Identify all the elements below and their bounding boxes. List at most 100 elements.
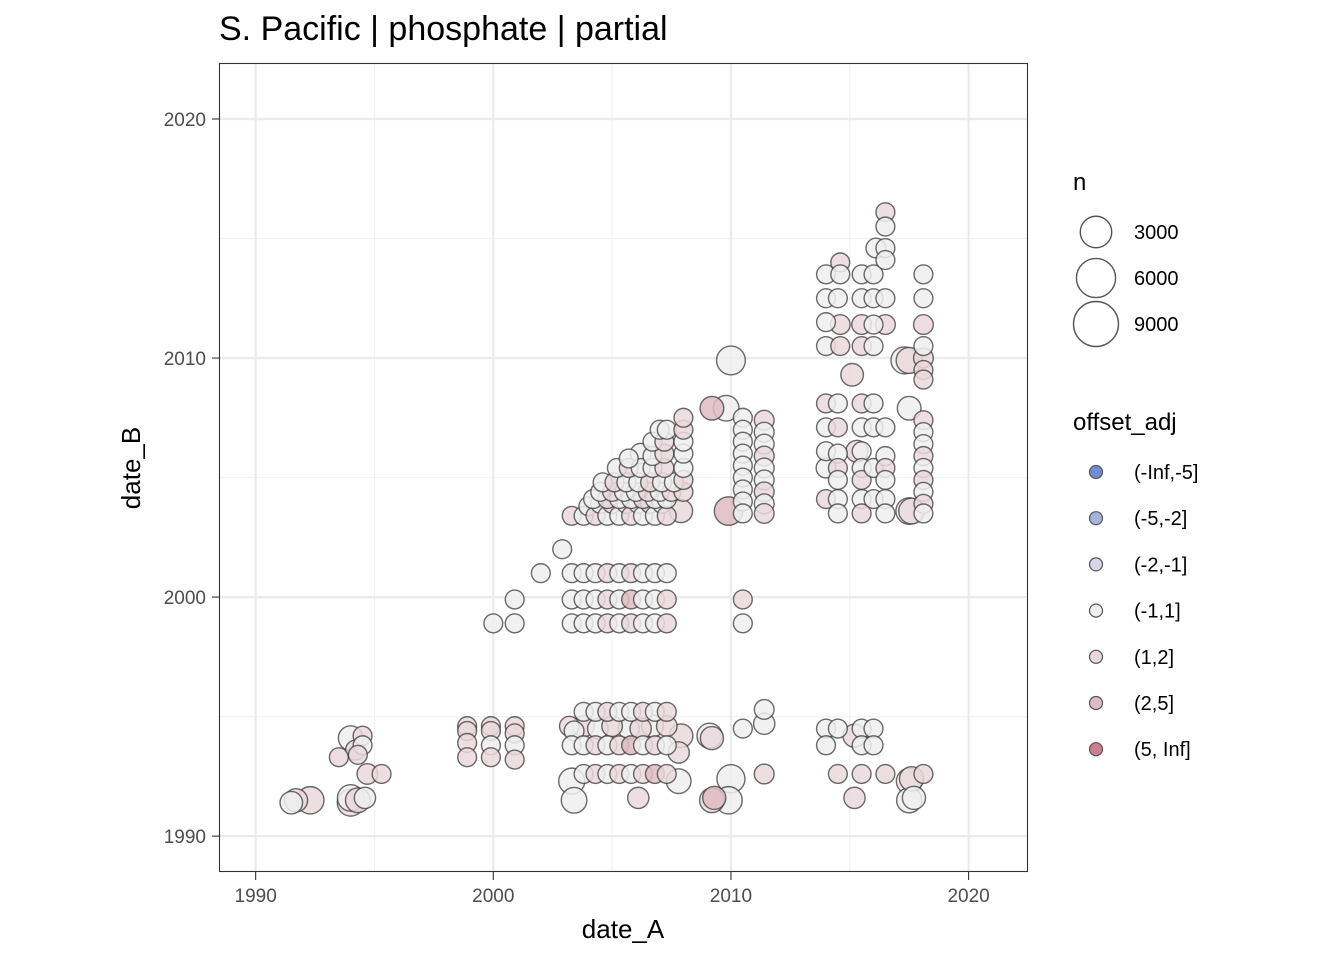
color-legend-label: (5, Inf] (1134, 739, 1191, 761)
plot-panel-border (218, 62, 1029, 873)
color-legend-label: (-1,1] (1134, 601, 1181, 623)
color-legend-key (1088, 742, 1104, 757)
scatter-point (699, 725, 725, 751)
scatter-point (913, 335, 934, 357)
color-legend-label: (-5,-2] (1134, 508, 1187, 530)
scatter-point (753, 698, 775, 721)
scatter-point (673, 407, 694, 428)
scatter-point (875, 216, 896, 237)
scatter-point (840, 362, 865, 387)
scatter-point (863, 264, 884, 285)
scatter-point (896, 395, 922, 421)
color-legend-key (1088, 603, 1104, 618)
scatter-point (504, 613, 525, 634)
scatter-point (913, 503, 934, 524)
scatter-point (851, 763, 872, 785)
scatter-point (504, 589, 525, 610)
scatter-point (875, 417, 896, 438)
scatter-point (827, 288, 849, 309)
scatter-point (863, 393, 884, 414)
scatter-point (913, 763, 934, 785)
scatter-point (827, 469, 849, 491)
scatter-point (753, 502, 775, 524)
scatter-point (279, 790, 304, 815)
scatter-point (480, 747, 502, 768)
size-legend-label: 6000 (1134, 268, 1179, 290)
color-legend-label: (-Inf,-5] (1134, 462, 1198, 484)
x-axis-ticks: 1990 2000 2010 2020 (235, 872, 990, 907)
scatter-point (656, 735, 677, 756)
y-axis-title: date_B (116, 427, 146, 509)
color-legend-key (1088, 464, 1104, 480)
scatter-point (483, 613, 504, 634)
size-legend-label: 3000 (1134, 222, 1179, 244)
scatter-point (827, 503, 849, 524)
scatter-point (913, 369, 934, 390)
color-legend-key (1088, 649, 1104, 664)
scatter-point (875, 763, 896, 785)
color-legend-key (1088, 695, 1104, 711)
x-tick-label: 2000 (472, 886, 514, 907)
color-legend-key (1088, 511, 1104, 526)
scatter-point (347, 744, 368, 765)
scatter-point (371, 763, 392, 785)
y-tick-label: 2010 (164, 349, 206, 370)
size-legend: n 3000 6000 9000 (1072, 169, 1179, 348)
scatter-point (457, 747, 478, 768)
color-legend-label: (2,5] (1134, 693, 1174, 715)
scatter-point (715, 345, 747, 376)
x-tick-label: 2010 (710, 886, 752, 907)
size-legend-key (1072, 300, 1120, 348)
scatter-point (656, 763, 677, 785)
size-legend-key (1079, 215, 1113, 249)
scatter-point (504, 749, 525, 770)
y-tick-label: 2020 (164, 110, 206, 131)
scatter-point (626, 786, 650, 810)
color-legend-label: (1,2] (1134, 647, 1174, 669)
scatter-point (618, 448, 639, 469)
y-axis-ticks: 1990 2000 2010 2020 (164, 110, 220, 848)
scatter-point (560, 786, 588, 814)
color-legend-label: (-2,-1] (1134, 554, 1187, 576)
scatter-point (656, 589, 677, 610)
scatter-point (901, 785, 927, 811)
scatter-point (830, 264, 851, 285)
scatter-point (328, 747, 349, 768)
scatter-point (913, 288, 934, 309)
x-tick-label: 1990 (235, 886, 277, 907)
scatter-point (875, 469, 896, 491)
color-legend-key (1088, 557, 1104, 572)
scatter-point (827, 718, 849, 739)
scatter-point (732, 503, 753, 524)
scatter-point (875, 249, 896, 271)
chart-title: S. Pacific | phosphate | partial (219, 10, 668, 48)
scatter-point (875, 288, 896, 309)
scatter-point (656, 505, 677, 526)
scatter-point (827, 417, 849, 438)
scatter-point (656, 563, 677, 584)
x-axis-title: date_A (582, 914, 665, 944)
scatter-point (851, 503, 872, 524)
scatter-point (830, 335, 851, 357)
scatter-points (279, 202, 935, 817)
scatter-point (863, 335, 884, 357)
scatter-point (732, 589, 753, 610)
scatter-point (699, 395, 725, 421)
scatter-point (552, 539, 573, 560)
y-tick-label: 2000 (164, 588, 206, 609)
scatter-point (863, 314, 884, 335)
color-legend-title: offset_adj (1073, 409, 1177, 436)
size-legend-key (1075, 257, 1117, 299)
scatter-point (732, 718, 753, 739)
scatter-point (843, 786, 866, 810)
color-legend: offset_adj (-Inf,-5] (-5,-2] (-2,-1] (-1,1]… (1073, 409, 1198, 761)
scatter-point (863, 735, 884, 756)
scatter-point (827, 763, 849, 785)
scatter-point (353, 786, 377, 810)
scatter-point (863, 718, 884, 739)
scatter-point (851, 441, 872, 462)
scatter-point (732, 613, 753, 634)
scatter-point (875, 503, 896, 524)
scatter-point (912, 313, 935, 336)
